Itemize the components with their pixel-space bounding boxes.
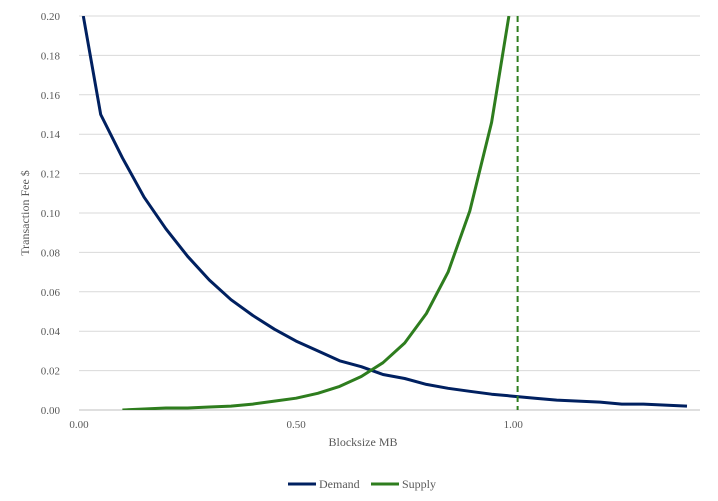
legend-label-supply: Supply [402,477,436,491]
x-tick-label: 0.00 [69,419,89,431]
y-tick-label: 0.08 [41,247,61,259]
x-axis-ticks: 0.00 0.50 1.00 [69,419,523,431]
legend-label-demand: Demand [319,477,360,491]
y-tick-label: 0.16 [41,90,61,102]
series-line-supply [122,16,511,410]
gridlines [79,15,700,411]
x-tick-label: 0.50 [287,419,307,431]
x-tick-label: 1.00 [504,419,524,431]
y-tick-label: 0.12 [41,169,60,181]
y-tick-label: 0.20 [41,11,61,23]
y-tick-label: 0.10 [41,208,61,220]
series-line-demand [81,16,688,408]
y-tick-label: 0.02 [41,366,60,378]
series-lines [81,16,688,410]
x-axis-title: Blocksize MB [329,435,398,449]
y-tick-label: 0.14 [41,129,61,141]
y-tick-label: 0.06 [41,287,61,299]
y-axis-ticks: 0.00 0.02 0.04 0.06 0.08 0.10 0.12 0.14 0.16 0.18… [41,11,61,417]
legend: Demand Supply [288,477,436,491]
y-axis-title: Transaction Fee $ [18,170,32,256]
y-tick-label: 0.00 [41,405,61,417]
y-tick-label: 0.18 [41,50,61,62]
y-tick-label: 0.04 [41,326,61,338]
